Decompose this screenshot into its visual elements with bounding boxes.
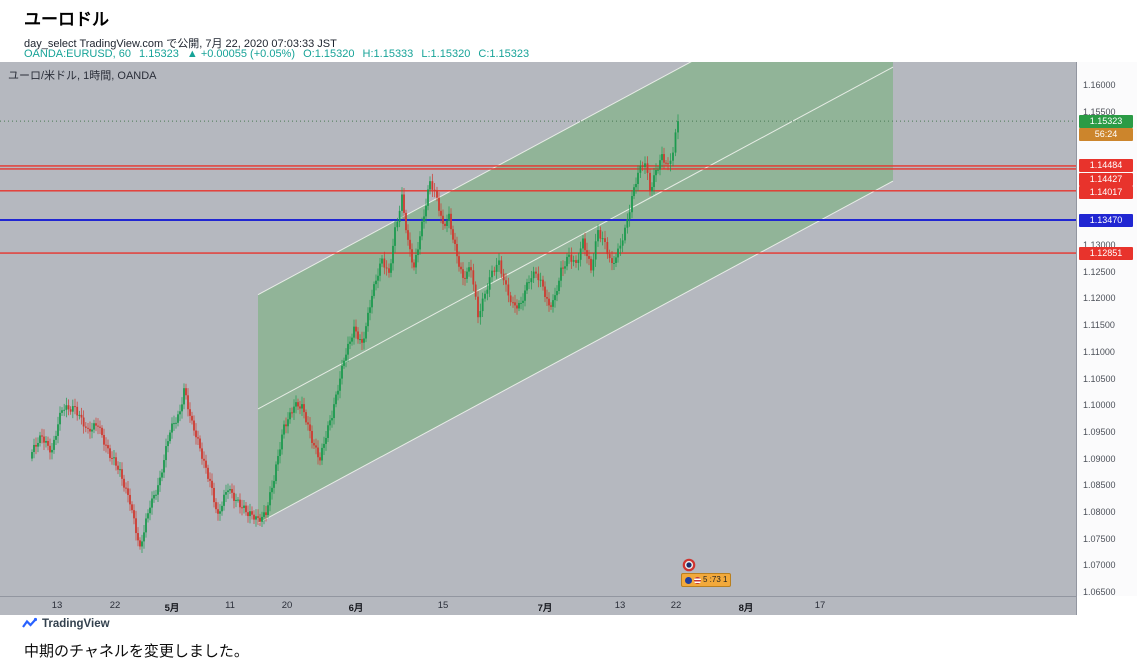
time-tick: 8月 bbox=[738, 603, 754, 614]
us-flag-icon bbox=[694, 576, 701, 584]
price-tag: 1.15323 bbox=[1079, 114, 1133, 128]
idea-caption: 中期のチャネルを変更しました。 bbox=[24, 643, 249, 660]
price-tag: 1.14484 bbox=[1079, 159, 1133, 173]
price-tick: 1.16000 bbox=[1083, 80, 1116, 90]
time-tick: 13 bbox=[614, 600, 626, 611]
price-tick: 1.11500 bbox=[1083, 320, 1115, 331]
price-tick: 1.13000 bbox=[1083, 240, 1116, 251]
tradingview-logo-icon bbox=[22, 617, 37, 628]
price-tick: 1.06500 bbox=[1083, 587, 1116, 597]
time-tick: 5月 bbox=[164, 603, 180, 614]
byline: day_select TradingView.com で公開, 7月 22, 2… bbox=[24, 38, 337, 50]
event-badge-text: 5 :73 1 bbox=[703, 575, 728, 584]
price-tick: 1.15500 bbox=[1083, 106, 1116, 117]
high-label: H: bbox=[362, 48, 374, 60]
close-label: C: bbox=[478, 48, 490, 60]
time-tick: 22 bbox=[109, 600, 121, 611]
trend-channel[interactable] bbox=[257, 62, 894, 524]
chart-area: ユーロ/米ドル, 1時間, OANDA 5 :73 1 1.06500 1.070… bbox=[0, 62, 1137, 615]
low-label: L: bbox=[421, 48, 431, 60]
eu-flag-icon bbox=[685, 576, 692, 584]
price-tag: 1.14427 bbox=[1079, 172, 1133, 186]
open-value: 1.15320 bbox=[314, 48, 355, 60]
event-bullseye-icon[interactable] bbox=[682, 558, 696, 572]
tradingview-brand: TradingView bbox=[42, 618, 110, 630]
chart-canvas[interactable] bbox=[0, 62, 1076, 596]
price-tick: 1.07000 bbox=[1083, 560, 1116, 571]
price-tick: 1.12500 bbox=[1083, 266, 1116, 277]
event-flags-badge[interactable]: 5 :73 1 bbox=[681, 573, 732, 587]
time-tick: 15 bbox=[437, 600, 449, 611]
time-tick: 20 bbox=[281, 600, 293, 611]
price-tick: 1.11000 bbox=[1083, 346, 1115, 357]
time-tick: 13 bbox=[51, 600, 63, 611]
price-tick: 1.10500 bbox=[1083, 373, 1116, 384]
pane-legend: ユーロ/米ドル, 1時間, OANDA bbox=[8, 70, 157, 82]
price-tick: 1.08500 bbox=[1083, 480, 1116, 491]
price-tick: 1.09500 bbox=[1083, 426, 1116, 437]
low-value: 1.15320 bbox=[430, 48, 471, 60]
price-tick: 1.08000 bbox=[1083, 506, 1116, 517]
time-axis[interactable]: 13 22 5月 11 20 6月 15 7月 13 22 8月 17 bbox=[0, 596, 1077, 615]
time-tick: 17 bbox=[814, 600, 826, 611]
price-axis[interactable]: 1.06500 1.07000 1.07500 1.08000 1.08500 1.090… bbox=[1077, 62, 1137, 597]
price-tag: 1.13470 bbox=[1079, 213, 1133, 227]
price-tick: 1.10000 bbox=[1083, 400, 1116, 411]
price-tick: 1.12000 bbox=[1083, 293, 1116, 304]
time-tick: 7月 bbox=[537, 603, 553, 614]
close-value: 1.15323 bbox=[489, 48, 530, 60]
symbol-name: OANDA:EURUSD, 60 bbox=[24, 48, 131, 60]
price-tick: 1.07500 bbox=[1083, 533, 1116, 544]
countdown-tag: 56:24 bbox=[1079, 128, 1133, 142]
time-tick: 11 bbox=[225, 600, 235, 611]
last-price-value: 1.15323 bbox=[139, 48, 179, 60]
price-change: ▲ +0.00055 (+0.05%) bbox=[186, 48, 296, 60]
price-tag: 1.12851 bbox=[1079, 246, 1133, 260]
price-tick: 1.09000 bbox=[1083, 453, 1116, 464]
page-title: ユーロドル bbox=[24, 10, 109, 29]
candlestick-series bbox=[31, 114, 679, 553]
chart-pane[interactable]: ユーロ/米ドル, 1時間, OANDA 5 :73 1 bbox=[0, 62, 1077, 596]
time-tick: 22 bbox=[670, 600, 682, 611]
time-tick: 6月 bbox=[348, 603, 364, 614]
open-label: O: bbox=[303, 48, 315, 60]
price-tag: 1.14017 bbox=[1079, 186, 1133, 200]
tradingview-attribution[interactable]: TradingView bbox=[22, 617, 110, 631]
high-value: 1.15333 bbox=[373, 48, 414, 60]
symbol-info-line: OANDA:EURUSD, 60 1.15323 ▲ +0.00055 (+0.… bbox=[24, 48, 534, 60]
